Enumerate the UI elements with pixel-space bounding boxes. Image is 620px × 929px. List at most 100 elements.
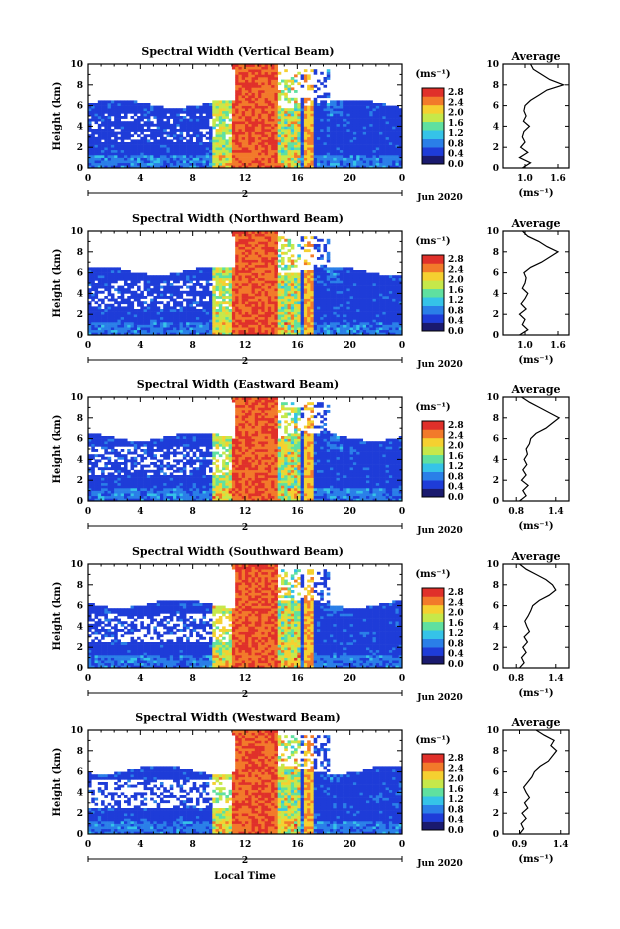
heatmap-cell [336,142,341,145]
heatmap-cell [336,288,341,292]
heatmap-cell [163,108,167,112]
heatmap-cell [248,131,252,135]
heatmap-cell [215,319,220,323]
heatmap-cell [313,332,318,336]
heatmap-cell [326,116,331,119]
heatmap-cell [310,298,314,302]
heatmap-cell [388,110,393,114]
heatmap-cell [271,296,275,299]
heatmap-cell [323,157,328,161]
heatmap-cell [248,303,252,307]
heatmap-cell [359,155,364,158]
heatmap-cell [146,142,151,145]
heatmap-cell [166,309,171,312]
heatmap-cell [137,155,141,158]
heatmap-cell [123,298,128,302]
heatmap-cell [330,319,334,323]
heatmap-cell [323,275,328,279]
heatmap-cell [271,152,275,156]
heatmap-cell [245,264,249,268]
heatmap-cell [101,280,105,284]
heatmap-cell [303,322,308,325]
heatmap-cell [88,160,92,164]
heatmap-cell [186,165,190,169]
heatmap-cell [349,272,354,276]
heatmap-cell [310,314,314,318]
heatmap-cell [287,126,292,130]
heatmap-cell [117,322,122,325]
heatmap-cell [320,129,324,132]
heatmap-cell [362,332,367,336]
heatmap-cell [143,322,148,325]
heatmap-cell [235,165,239,169]
heatmap-cell [212,301,216,305]
heatmap-cell [199,157,203,161]
heatmap-cell [117,103,122,106]
heatmap-cell [159,131,164,135]
heatmap-cell [169,277,174,281]
heatmap-cell [287,277,292,281]
heatmap-cell [123,283,128,286]
heatmap-cell [169,285,174,289]
heatmap-cell [290,327,295,331]
heatmap-cell [264,147,269,151]
heatmap-cell [153,306,157,310]
heatmap-cell [143,316,148,320]
heatmap-cell [382,113,386,117]
heatmap-cell [143,165,148,169]
heatmap-cell [130,160,135,164]
heatmap-cell [176,296,180,299]
heatmap-cell [251,95,256,99]
heatmap-cell [290,126,295,130]
heatmap-cell [258,324,262,328]
heatmap-cell [280,314,285,318]
heatmap-cell [238,90,243,93]
heatmap-cell [222,298,226,302]
heatmap-cell [120,288,125,292]
heatmap-cell [267,275,272,279]
heatmap-cell [143,129,148,132]
heatmap-cell [326,327,331,331]
heatmap-cell [107,290,112,294]
heatmap-cell [205,113,210,117]
heatmap-cell [222,306,226,310]
heatmap-cell [372,165,377,169]
heatmap-cell [316,316,321,320]
heatmap-cell [274,267,279,271]
heatmap-cell [173,327,177,331]
heatmap-cell [287,139,292,143]
heatmap-cell [356,327,360,331]
heatmap-cell [316,131,321,135]
heatmap-cell [261,136,265,140]
heatmap-cell [330,303,334,307]
heatmap-cell [271,144,275,148]
heatmap-cell [274,283,279,286]
heatmap-cell [333,139,337,143]
heatmap-cell [323,296,328,299]
heatmap-cell [88,139,92,143]
heatmap-cell [349,126,354,130]
heatmap-cell [323,142,328,145]
heatmap-cell [104,131,108,135]
heatmap-cell [235,131,239,135]
heatmap-cell [307,241,311,245]
heatmap-cell [114,116,118,119]
heatmap-cell [179,152,184,156]
heatmap-cell [254,121,259,125]
heatmap-cell [300,147,305,151]
heatmap-cell [339,108,344,112]
heatmap-cell [225,152,229,156]
heatmap-cell [199,329,203,333]
heatmap-cell [392,139,396,143]
heatmap-cell [284,157,288,161]
heatmap-cell [346,126,350,130]
heatmap-cell [294,275,298,279]
heatmap-cell [343,290,347,294]
heatmap-cell [267,147,272,151]
heatmap-cell [140,157,144,161]
heatmap-cell [117,332,122,336]
heatmap-cell [343,270,347,273]
heatmap-cell [117,275,122,279]
heatmap-cell [352,290,357,294]
heatmap-cell [163,142,167,145]
